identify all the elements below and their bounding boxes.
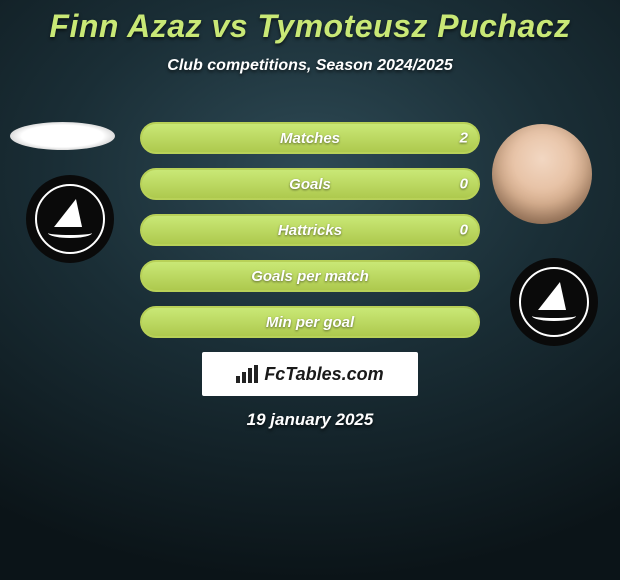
stat-row-goals: Goals 0 [140, 168, 480, 200]
stat-row-matches: Matches 2 [140, 122, 480, 154]
club-badge-right [510, 258, 598, 346]
stat-row-goals-per-match: Goals per match [140, 260, 480, 292]
plymouth-badge-icon [35, 184, 105, 254]
player-right-photo [492, 124, 592, 224]
branding-text: FcTables.com [264, 364, 383, 385]
stats-panel: Matches 2 Goals 0 Hattricks 0 Goals per … [140, 122, 480, 352]
stat-label: Goals [289, 176, 331, 193]
content: Finn Azaz vs Tymoteusz Puchacz Club comp… [0, 0, 620, 580]
player-left-photo [10, 122, 115, 150]
stat-label: Hattricks [278, 222, 342, 239]
stat-label: Matches [280, 130, 340, 147]
stat-row-hattricks: Hattricks 0 [140, 214, 480, 246]
branding-badge: FcTables.com [202, 352, 418, 396]
date: 19 january 2025 [0, 410, 620, 430]
stat-label: Min per goal [266, 314, 354, 331]
subtitle: Club competitions, Season 2024/2025 [0, 57, 620, 75]
stat-value: 2 [460, 130, 468, 147]
page-title: Finn Azaz vs Tymoteusz Puchacz [0, 0, 620, 45]
stat-row-min-per-goal: Min per goal [140, 306, 480, 338]
stat-value: 0 [460, 176, 468, 193]
plymouth-badge-icon [519, 267, 589, 337]
stat-value: 0 [460, 222, 468, 239]
bar-chart-icon [236, 365, 258, 383]
club-badge-left [26, 175, 114, 263]
stat-label: Goals per match [251, 268, 369, 285]
